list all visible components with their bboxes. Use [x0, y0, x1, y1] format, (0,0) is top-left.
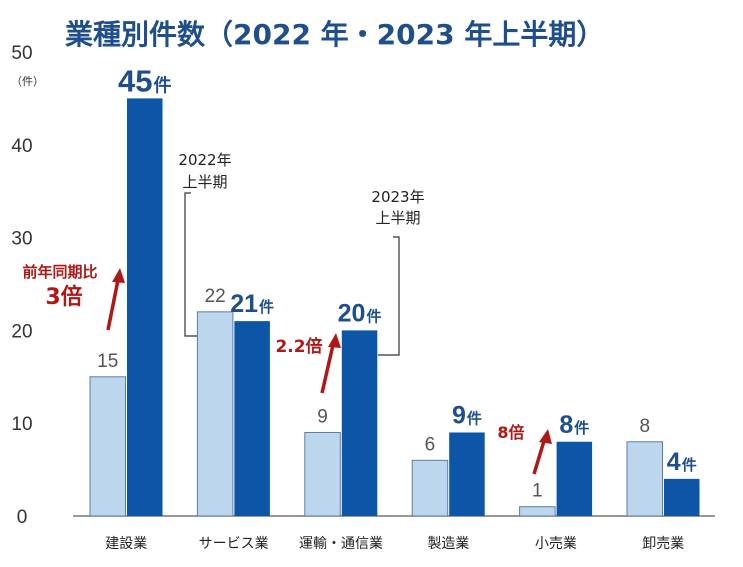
bar-2022: [304, 431, 341, 517]
category-label: 建設業: [105, 536, 147, 552]
bar-2023: [234, 321, 270, 516]
growth-arrow-construction: [106, 279, 120, 331]
bar-2023-value: 4: [667, 448, 681, 476]
growth-transport: 2.2倍: [275, 336, 322, 357]
y-tick-label: 40: [11, 136, 32, 157]
category-label: 卸売業: [642, 536, 684, 552]
bar-2023-label: 45件: [118, 63, 171, 98]
bar-2022: [519, 506, 556, 517]
callout-2022-line2: 上半期: [182, 173, 227, 191]
growth-arrow-retail: [532, 440, 546, 475]
bar-2023-label: 9件: [452, 401, 482, 429]
bar-2022: [196, 311, 234, 517]
bar-2023: [664, 478, 700, 516]
y-tick-label: 20: [11, 321, 32, 342]
bar-2023-label: 4件: [667, 448, 697, 476]
bar-2023: [127, 98, 163, 517]
bar-2022-label: 8: [639, 416, 650, 437]
chart-title: 業種別件数（2022 年・2023 年上半期）: [65, 18, 604, 51]
callout-2023-line2: 上半期: [375, 209, 420, 227]
bar-2022-label: 22: [205, 286, 226, 307]
bar-2023-unit: 件: [153, 74, 171, 96]
bar-2023-label: 20件: [338, 299, 382, 327]
y-tick-label: 30: [11, 229, 32, 250]
growth-construction-prefix: 前年同期比: [22, 263, 97, 281]
growth-arrowhead-construction: [112, 268, 125, 283]
bar-2022: [411, 459, 449, 517]
callout-line-2023: [378, 236, 400, 356]
callout-line-2022: [184, 192, 197, 337]
bar-2023-value: 21: [230, 290, 258, 318]
bar-2023-label: 21件: [230, 290, 274, 318]
category-label: 運輸・通信業: [299, 536, 383, 552]
y-axis-ticks: 0 10 20 30 40 50: [11, 43, 32, 528]
y-tick-label: 50: [11, 43, 32, 64]
bar-2023-value: 20: [338, 299, 366, 327]
category-label: サービス業: [199, 536, 269, 552]
growth-arrow-transport: [320, 344, 335, 394]
bar-2022-label: 6: [425, 434, 436, 455]
growth-arrowhead-transport: [328, 333, 341, 348]
category-label: 小売業: [535, 536, 577, 552]
bar-2023-unit: 件: [682, 456, 697, 474]
bar-2022: [626, 441, 663, 517]
bar-2023-unit: 件: [366, 307, 381, 325]
y-tick-label: 10: [11, 414, 32, 435]
bar-2023-value: 9: [452, 401, 466, 429]
growth-construction-value: 3倍: [45, 284, 82, 310]
callout-2023-line1: 2023年: [371, 188, 424, 206]
bar-2023-unit: 件: [574, 419, 589, 437]
bar-2023-value: 45: [118, 63, 152, 98]
y-tick-label: 0: [17, 507, 28, 528]
callout-2022-line1: 2022年: [178, 151, 231, 169]
bar-2022-label: 9: [317, 406, 328, 427]
category-label: 製造業: [427, 536, 469, 552]
growth-arrowhead-retail: [539, 429, 552, 444]
bar-2023-value: 8: [559, 411, 573, 439]
bar-2023: [449, 432, 485, 516]
y-axis-unit: （件）: [11, 75, 44, 88]
bar-2023-unit: 件: [467, 409, 482, 427]
bar-2022: [89, 376, 126, 517]
bar-2022-label: 1: [532, 481, 543, 502]
bar-2023-unit: 件: [259, 298, 274, 316]
bar-2023: [341, 330, 378, 516]
category-labels: 建設業 サービス業 運輸・通信業 製造業 小売業 卸売業: [105, 536, 684, 552]
growth-retail: 8倍: [497, 423, 524, 442]
bar-2022-label: 15: [97, 351, 118, 372]
bar-2023: [556, 441, 593, 516]
bar-2023-label: 8件: [559, 411, 589, 439]
